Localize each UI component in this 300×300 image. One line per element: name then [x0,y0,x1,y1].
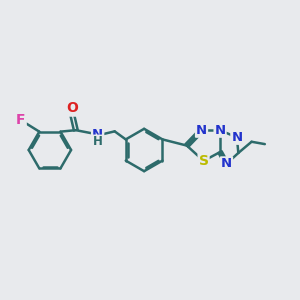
Text: O: O [66,101,78,116]
Text: N: N [214,124,226,137]
Text: N: N [92,128,103,141]
Text: N: N [231,131,242,144]
Text: O: O [66,101,78,116]
Text: N: N [221,157,232,170]
Text: N: N [92,128,103,141]
Text: S: S [199,154,208,168]
Text: N: N [196,124,207,137]
Text: F: F [16,113,26,128]
Text: F: F [16,113,26,128]
Text: H: H [93,135,103,148]
Text: H: H [93,135,103,148]
